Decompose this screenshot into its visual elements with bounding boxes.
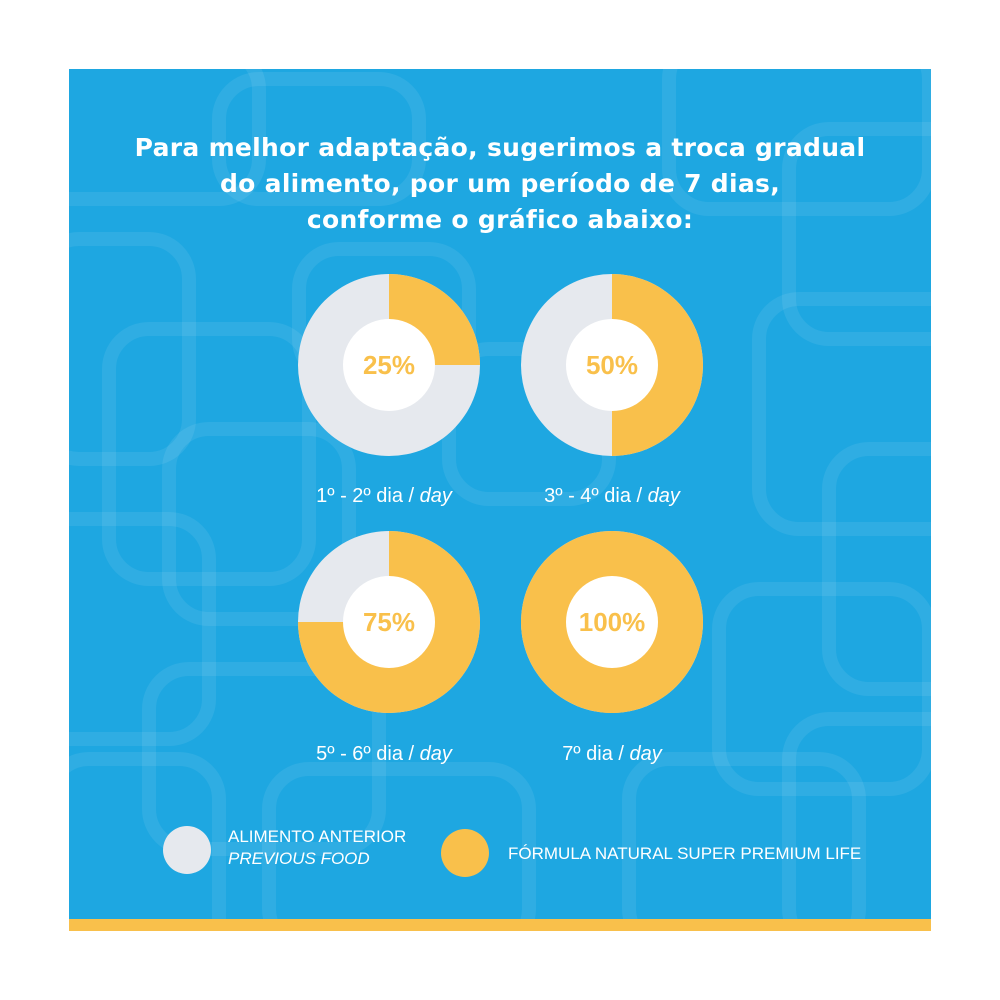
pattern-shape: [622, 752, 866, 919]
caption-unit: day: [629, 743, 662, 765]
legend-previous-food-label: ALIMENTO ANTERIOR: [228, 827, 407, 846]
caption-day-1-2: 1º - 2º dia / day: [316, 485, 452, 507]
headline-line-1: Para melhor adaptação, sugerimos a troca…: [134, 133, 866, 162]
donut-percent-label: 100%: [579, 607, 646, 637]
donut-percent-label: 50%: [586, 350, 638, 380]
caption-period: 7º dia: [562, 743, 613, 765]
caption-period: 3º - 4º dia: [544, 485, 631, 507]
legend-new-food-label: FÓRMULA NATURAL SUPER PREMIUM LIFE: [508, 844, 862, 863]
pattern-shape: [142, 662, 386, 856]
caption-day-5-6: 5º - 6º dia / day: [316, 743, 452, 765]
pattern-shape: [782, 712, 931, 919]
donut-hole: [566, 576, 658, 668]
legend-new-food-swatch: [441, 829, 489, 877]
pattern-shape: [782, 122, 931, 346]
donut-chart-day-3-4: 50%: [521, 274, 703, 456]
bottom-accent-bar: [69, 919, 931, 931]
infographic-panel: [69, 69, 931, 919]
donut-chart-day-5-6: 75%: [298, 531, 480, 713]
pattern-shape: [822, 442, 931, 696]
donut-hole: [566, 319, 658, 411]
donut-chart-day-7: 100%: [521, 531, 703, 713]
caption-period: 1º - 2º dia: [316, 485, 403, 507]
caption-period: 5º - 6º dia: [316, 743, 403, 765]
caption-day-7: 7º dia / day: [562, 743, 662, 765]
donut-hole: [343, 319, 435, 411]
donut-hole: [343, 576, 435, 668]
pattern-shape: [662, 69, 931, 216]
headline-line-3: conforme o gráfico abaixo:: [306, 205, 694, 234]
caption-unit: day: [647, 485, 680, 507]
pattern-shape: [69, 752, 226, 919]
pattern-shape: [69, 69, 266, 206]
legend-new-food: FÓRMULA NATURAL SUPER PREMIUM LIFE: [508, 843, 861, 865]
headline: Para melhor adaptação, sugerimos a troca…: [69, 130, 931, 238]
caption-unit: day: [419, 743, 452, 765]
pattern-shape: [712, 582, 931, 796]
pattern-shape: [752, 292, 931, 536]
legend-previous-food-swatch: [163, 826, 211, 874]
pattern-shape: [212, 72, 426, 206]
background-pattern: [69, 69, 931, 919]
pattern-shape: [102, 322, 316, 586]
donut-chart-day-1-2: 25%: [298, 274, 480, 456]
pattern-shape: [262, 762, 536, 919]
pattern-shape: [69, 512, 216, 746]
legend-previous-food-label-en: PREVIOUS FOOD: [228, 849, 370, 868]
pattern-shape: [162, 422, 356, 626]
donut-percent-label: 75%: [363, 607, 415, 637]
legend-previous-food: ALIMENTO ANTERIOR PREVIOUS FOOD: [228, 826, 406, 870]
caption-day-3-4: 3º - 4º dia / day: [544, 485, 680, 507]
pattern-shape: [69, 232, 196, 466]
headline-line-2: do alimento, por um período de 7 dias,: [219, 169, 781, 198]
caption-unit: day: [419, 485, 452, 507]
donut-percent-label: 25%: [363, 350, 415, 380]
